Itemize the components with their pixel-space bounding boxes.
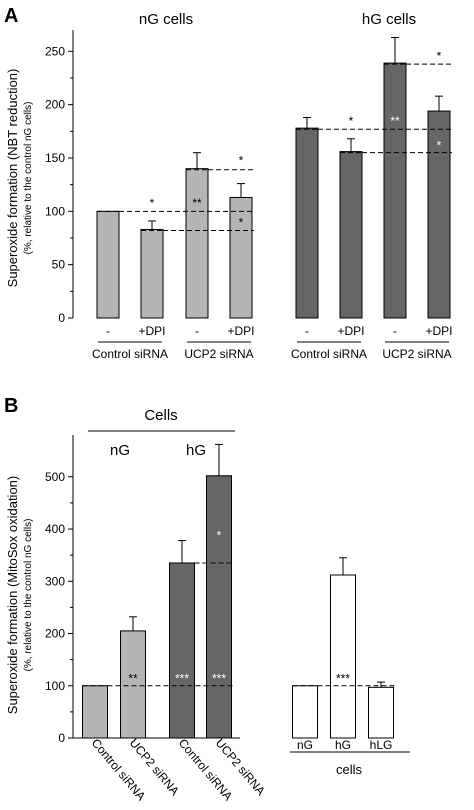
y-tick-label: 100: [45, 204, 65, 218]
significance-mark: ***: [175, 672, 189, 686]
significance-mark: ***: [336, 672, 350, 686]
bar: [140, 228, 164, 319]
panel-b: B Cells nG hG Superoxide formation (Mito…: [4, 395, 410, 803]
x-tick-label: +DPI: [138, 324, 165, 338]
bar: [185, 168, 209, 319]
x-tick-label: nG: [297, 738, 313, 752]
x-tick-label: -: [393, 324, 397, 338]
bar: [330, 574, 356, 739]
y-tick-label: 100: [45, 679, 65, 693]
x-tick-label: +DPI: [337, 324, 364, 338]
bar: [82, 685, 108, 739]
subgroup-label: Control siRNA: [291, 347, 367, 361]
bars: [82, 443, 394, 739]
cells-group-label: cells: [336, 762, 363, 777]
significance-mark: *: [239, 215, 244, 229]
bar: [292, 685, 318, 739]
significance-mark: **: [390, 114, 400, 128]
x-tick-label: hG: [335, 738, 351, 752]
cells-header: Cells: [144, 407, 177, 424]
x-tick-label: -: [106, 324, 110, 338]
panel-label-a: A: [4, 5, 18, 27]
x-tick-label: hLG: [370, 738, 393, 752]
significance-mark: *: [349, 114, 354, 128]
significance-mark: *: [239, 153, 244, 167]
bar: [96, 210, 120, 319]
y-tick-label: 200: [45, 627, 65, 641]
y-axis: 0 100 200 300 400 500: [45, 435, 240, 745]
y-axis-label: Superoxide formation (NBT reduction): [5, 69, 20, 288]
y-tick-label: 400: [45, 522, 65, 536]
subgroup-label: Control siRNA: [92, 347, 168, 361]
y-tick-label: 150: [45, 151, 65, 165]
y-tick-label: 250: [45, 44, 65, 58]
y-axis: 0 50 100 150 200 250: [45, 30, 74, 325]
bar: [295, 127, 319, 319]
significance-mark: ***: [212, 672, 226, 686]
x-labels: - +DPI - +DPI - +DPI - +DPI Control siRNA UCP2 si…: [92, 324, 453, 361]
x-tick-label: +DPI: [425, 324, 452, 338]
bar: [169, 562, 195, 739]
significance-mark: *: [437, 49, 442, 63]
x-tick-label: +DPI: [227, 324, 254, 338]
group-title-hg: hG: [186, 442, 206, 459]
y-tick-label: 50: [52, 258, 66, 272]
subgroup-label: UCP2 siRNA: [382, 347, 451, 361]
significance-mark: *: [150, 196, 155, 210]
group-title-hg: hG cells: [362, 11, 416, 28]
y-tick-label: 0: [58, 311, 65, 325]
bars: [96, 36, 451, 319]
y-axis-label: Superoxide formation (MitoSox oxidation): [5, 476, 20, 714]
significance-mark: *: [217, 528, 222, 542]
reference-lines: [82, 562, 396, 687]
panel-label-b: B: [4, 395, 18, 417]
significance-mark: **: [128, 672, 138, 686]
panel-a: A nG cells hG cells Superoxide formation…: [4, 5, 453, 361]
y-axis-sublabel: (%, relative to the control nG cells): [23, 519, 34, 672]
x-tick-label: -: [305, 324, 309, 338]
subgroup-label: UCP2 siRNA: [184, 347, 253, 361]
y-tick-label: 300: [45, 574, 65, 588]
y-axis-sublabel: (%, relative to the control nG cells): [23, 102, 34, 255]
significance-mark: **: [192, 196, 202, 210]
y-tick-label: 0: [58, 731, 65, 745]
significance-marks: ****** ****: [150, 49, 442, 229]
bar: [368, 686, 394, 739]
significance-mark: *: [437, 138, 442, 152]
x-tick-label: -: [195, 324, 199, 338]
bar: [383, 62, 407, 319]
y-tick-label: 500: [45, 470, 65, 484]
reference-lines: [97, 63, 452, 232]
bar: [120, 630, 146, 739]
bar: [339, 151, 363, 319]
group-title-ng: nG: [110, 442, 130, 459]
y-tick-label: 200: [45, 98, 65, 112]
bar: [206, 475, 232, 739]
group-title-ng: nG cells: [139, 11, 193, 28]
significance-marks: ** *** *******: [128, 528, 350, 685]
